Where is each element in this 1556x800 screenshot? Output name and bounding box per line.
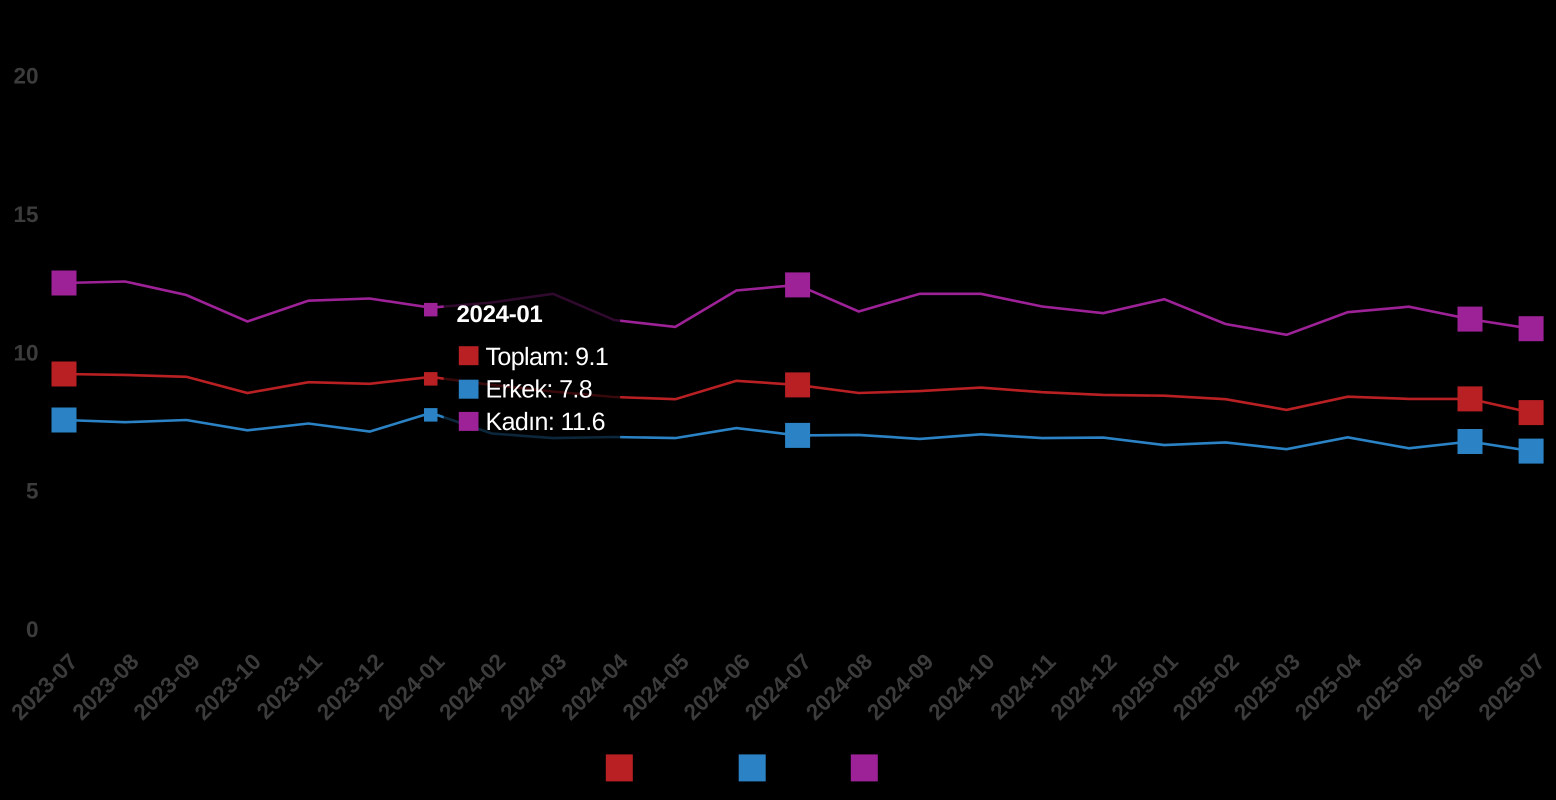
- svg-text:10: 10: [13, 340, 38, 365]
- svg-text:5: 5: [26, 479, 39, 504]
- svg-text:2024-01: 2024-01: [457, 301, 543, 328]
- svg-text:Kadın: 11.6: Kadın: 11.6: [486, 408, 605, 436]
- svg-text:15: 15: [13, 202, 38, 227]
- svg-text:Erkek: 7.8: Erkek: 7.8: [486, 376, 593, 404]
- svg-text:0: 0: [26, 617, 39, 642]
- svg-text:20: 20: [13, 64, 38, 89]
- svg-text:Toplam: 9.1: Toplam: 9.1: [486, 343, 609, 371]
